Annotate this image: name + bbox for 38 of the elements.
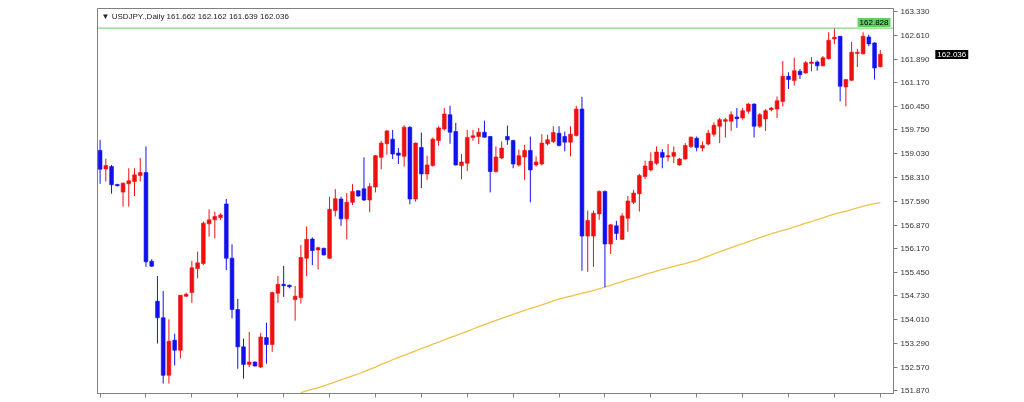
y-tick-label: 154.010	[900, 315, 930, 325]
y-tick-label: 159.030	[900, 149, 930, 159]
candlestick	[310, 236, 315, 266]
chart-title: ▼ USDJPY.,Daily 161.662 162.162 161.639 162.036	[101, 11, 290, 21]
text: 162.036	[937, 50, 967, 59]
y-tick-label: 156.870	[900, 220, 930, 230]
candlestick	[103, 158, 109, 182]
y-tick-label: 159.750	[900, 125, 930, 135]
y-tick-label: 161.890	[900, 54, 930, 64]
y-tick-label: 151.870	[900, 386, 930, 396]
y-tick-label: 163.330	[900, 6, 930, 16]
candlestick	[172, 333, 177, 366]
candlestick	[338, 196, 344, 227]
y-tick-label: 152.570	[900, 362, 930, 372]
candlestick	[792, 57, 797, 87]
candlestick	[614, 220, 619, 241]
candlestick	[97, 139, 103, 185]
candlestick	[734, 107, 740, 129]
candlestick	[660, 148, 665, 169]
candlestick	[247, 331, 252, 368]
y-tick-label: 160.450	[900, 102, 930, 112]
line-series	[300, 202, 881, 394]
y-tick-label: 153.290	[900, 339, 930, 349]
candlestick	[797, 68, 803, 80]
candlestick	[510, 139, 516, 169]
candlestick	[505, 125, 510, 146]
candlestick	[528, 136, 533, 203]
y-tick-label: 154.730	[900, 291, 930, 301]
ref-line-label: 162.828	[859, 18, 890, 28]
y-tick-label: 157.590	[900, 196, 930, 206]
y-tick-label: 156.170	[900, 243, 930, 253]
candlestick	[608, 223, 613, 255]
y-tick-label: 162.610	[900, 30, 930, 40]
y-tick-label: 158.310	[900, 173, 930, 183]
candlestick	[264, 322, 269, 365]
y-tick-label: 155.450	[900, 267, 930, 277]
y-tick-label: 161.170	[900, 78, 930, 88]
candlestick	[751, 102, 757, 138]
